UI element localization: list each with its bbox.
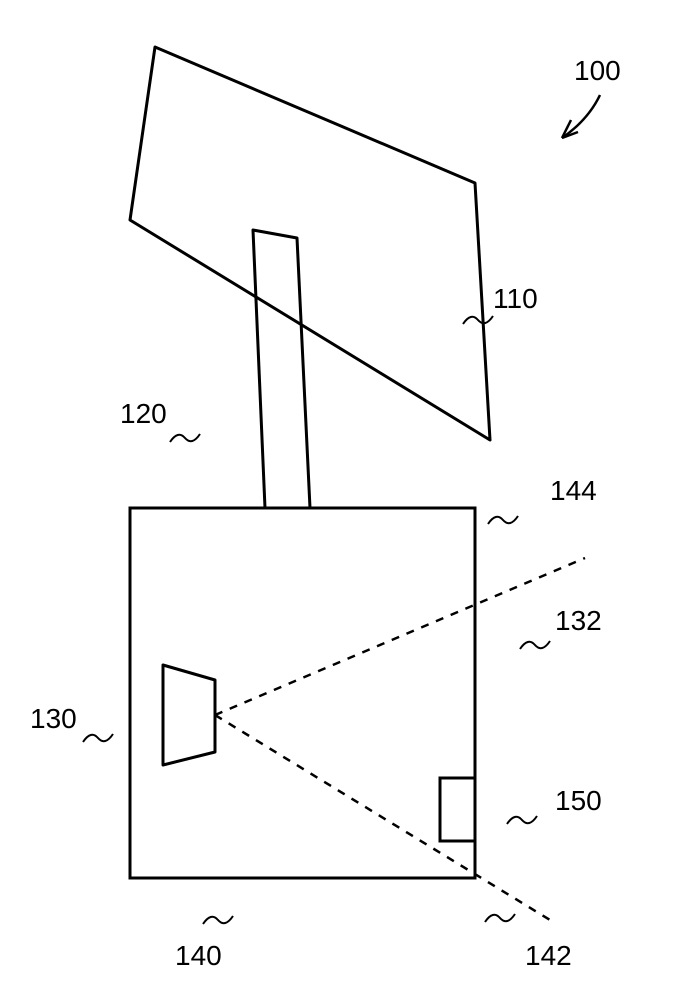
svg-text:132: 132 [555,605,602,636]
svg-text:100: 100 [574,55,621,86]
svg-text:150: 150 [555,785,602,816]
svg-text:120: 120 [120,398,167,429]
technical-diagram: 110 120 140 130 150 144 132 142 100 [0,0,686,1000]
svg-text:110: 110 [493,283,538,314]
svg-text:144: 144 [550,475,597,506]
svg-text:140: 140 [175,940,222,971]
svg-text:142: 142 [525,940,572,971]
svg-text:130: 130 [30,703,77,734]
